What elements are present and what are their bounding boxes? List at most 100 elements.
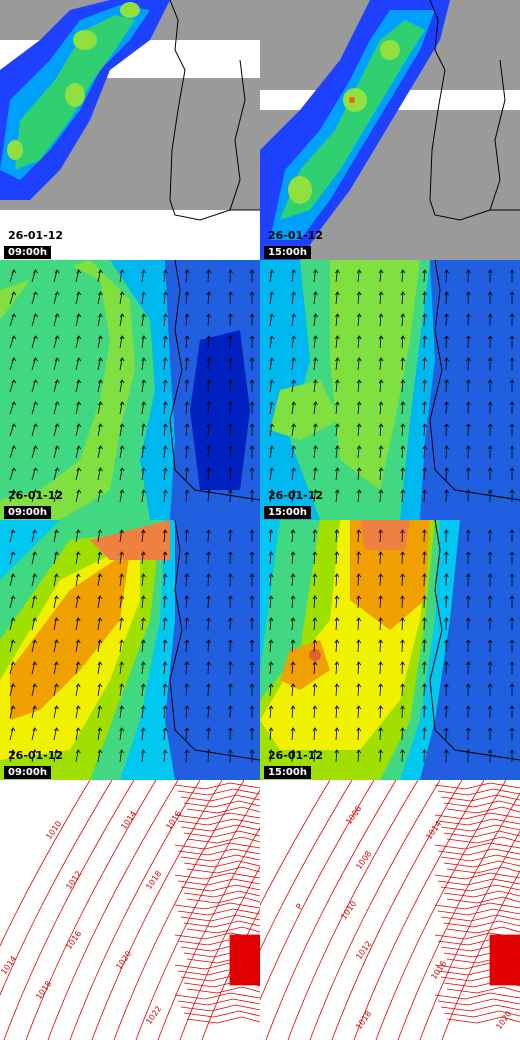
- vector-arrow: [356, 529, 362, 543]
- vector-arrow: [228, 489, 233, 503]
- land-isobar: [446, 1016, 520, 1024]
- vector-arrow: [356, 313, 362, 327]
- vector-arrow: [400, 551, 405, 565]
- vector-arrow: [31, 467, 38, 481]
- vector-arrow: [444, 749, 449, 763]
- vector-arrow: [422, 705, 427, 719]
- vector-arrow: [75, 727, 81, 741]
- vector-arrow: [9, 683, 16, 697]
- vector-arrow: [268, 617, 274, 631]
- vector-arrow: [487, 529, 493, 543]
- vector-arrow: [31, 529, 38, 543]
- vector-arrow: [9, 529, 16, 543]
- vector-arrow: [119, 401, 125, 415]
- wave-map-0900-image: [0, 520, 260, 780]
- vector-arrow: [356, 595, 362, 609]
- vector-arrow: [163, 379, 168, 393]
- vector-arrow: [465, 683, 471, 697]
- vector-arrow: [290, 661, 296, 675]
- vector-arrow: [334, 639, 340, 653]
- vector-arrow: [290, 749, 296, 763]
- panel-hour: 15:00h: [264, 246, 311, 259]
- vector-arrow: [487, 335, 493, 349]
- vector-arrow: [184, 595, 190, 609]
- vector-arrow: [9, 705, 16, 719]
- vector-arrow: [334, 661, 340, 675]
- vector-arrow: [269, 335, 275, 349]
- vector-arrow: [97, 573, 103, 587]
- vector-arrow: [163, 313, 168, 327]
- vector-arrow: [313, 423, 318, 437]
- cloud-map-0900: 26-01-12 09:00h: [0, 0, 260, 260]
- vector-arrow: [184, 705, 190, 719]
- vector-arrow: [356, 617, 362, 631]
- land-isobar: [183, 1010, 260, 1018]
- land-isobar: [177, 998, 260, 1006]
- vector-arrow: [509, 595, 515, 609]
- vector-arrow: [509, 467, 515, 481]
- vector-arrow: [487, 551, 493, 565]
- vector-arrow: [269, 269, 275, 283]
- vector-arrow: [206, 551, 211, 565]
- land-isobar: [174, 902, 260, 910]
- vector-arrow: [422, 639, 427, 653]
- vector-arrow: [422, 573, 427, 587]
- vector-arrow: [75, 379, 82, 393]
- vector-arrow: [313, 489, 318, 503]
- vector-arrow: [268, 705, 274, 719]
- vector-arrow: [466, 401, 471, 415]
- vector-arrow: [378, 595, 383, 609]
- vector-arrow: [422, 269, 428, 283]
- vector-arrow: [422, 727, 427, 741]
- vector-arrow: [444, 269, 449, 283]
- vector-arrow: [487, 727, 493, 741]
- vector-arrow: [466, 313, 471, 327]
- panel-date: 26-01-12: [8, 229, 64, 242]
- vector-arrow: [162, 727, 168, 741]
- vector-arrow: [184, 445, 190, 459]
- vector-arrow: [334, 749, 340, 763]
- panel-date: 26-01-12: [8, 749, 64, 762]
- land-isobar: [183, 920, 260, 928]
- vector-arrow: [9, 749, 16, 763]
- vector-arrow: [290, 617, 296, 631]
- vector-arrow: [356, 269, 362, 283]
- vector-arrow: [119, 529, 125, 543]
- land-isobar: [446, 896, 520, 904]
- vector-arrow: [184, 269, 190, 283]
- vector-arrow: [75, 683, 81, 697]
- vector-arrow: [31, 489, 38, 503]
- land-isobar: [434, 812, 520, 820]
- vector-arrow: [53, 727, 59, 741]
- vector-arrow: [312, 529, 318, 543]
- vector-arrow: [291, 489, 297, 503]
- land-isobar: [437, 998, 520, 1006]
- land-isobar: [434, 902, 520, 910]
- land-isobar: [186, 866, 260, 874]
- vector-arrow: [228, 683, 233, 697]
- vector-arrow: [163, 401, 168, 415]
- vector-arrow: [75, 467, 82, 481]
- vector-arrow: [291, 467, 297, 481]
- land-isobar: [434, 872, 520, 880]
- wind-map-0900-image: [0, 260, 260, 520]
- vector-arrow: [9, 661, 16, 675]
- vector-arrow: [163, 423, 168, 437]
- vector-arrow: [291, 357, 297, 371]
- vector-arrow: [75, 617, 81, 631]
- vector-arrow: [119, 291, 125, 305]
- vector-arrow: [163, 467, 168, 481]
- vector-arrow: [184, 661, 190, 675]
- vector-arrow: [75, 551, 81, 565]
- vector-arrow: [162, 705, 168, 719]
- vector-arrow: [141, 313, 147, 327]
- land-isobar: [180, 1004, 260, 1012]
- vector-arrow: [444, 401, 449, 415]
- vector-arrow: [75, 639, 81, 653]
- vector-arrow: [184, 401, 190, 415]
- vector-arrow: [400, 401, 406, 415]
- vector-arrow: [162, 617, 168, 631]
- vector-arrow: [97, 749, 103, 763]
- vector-arrow: [465, 595, 471, 609]
